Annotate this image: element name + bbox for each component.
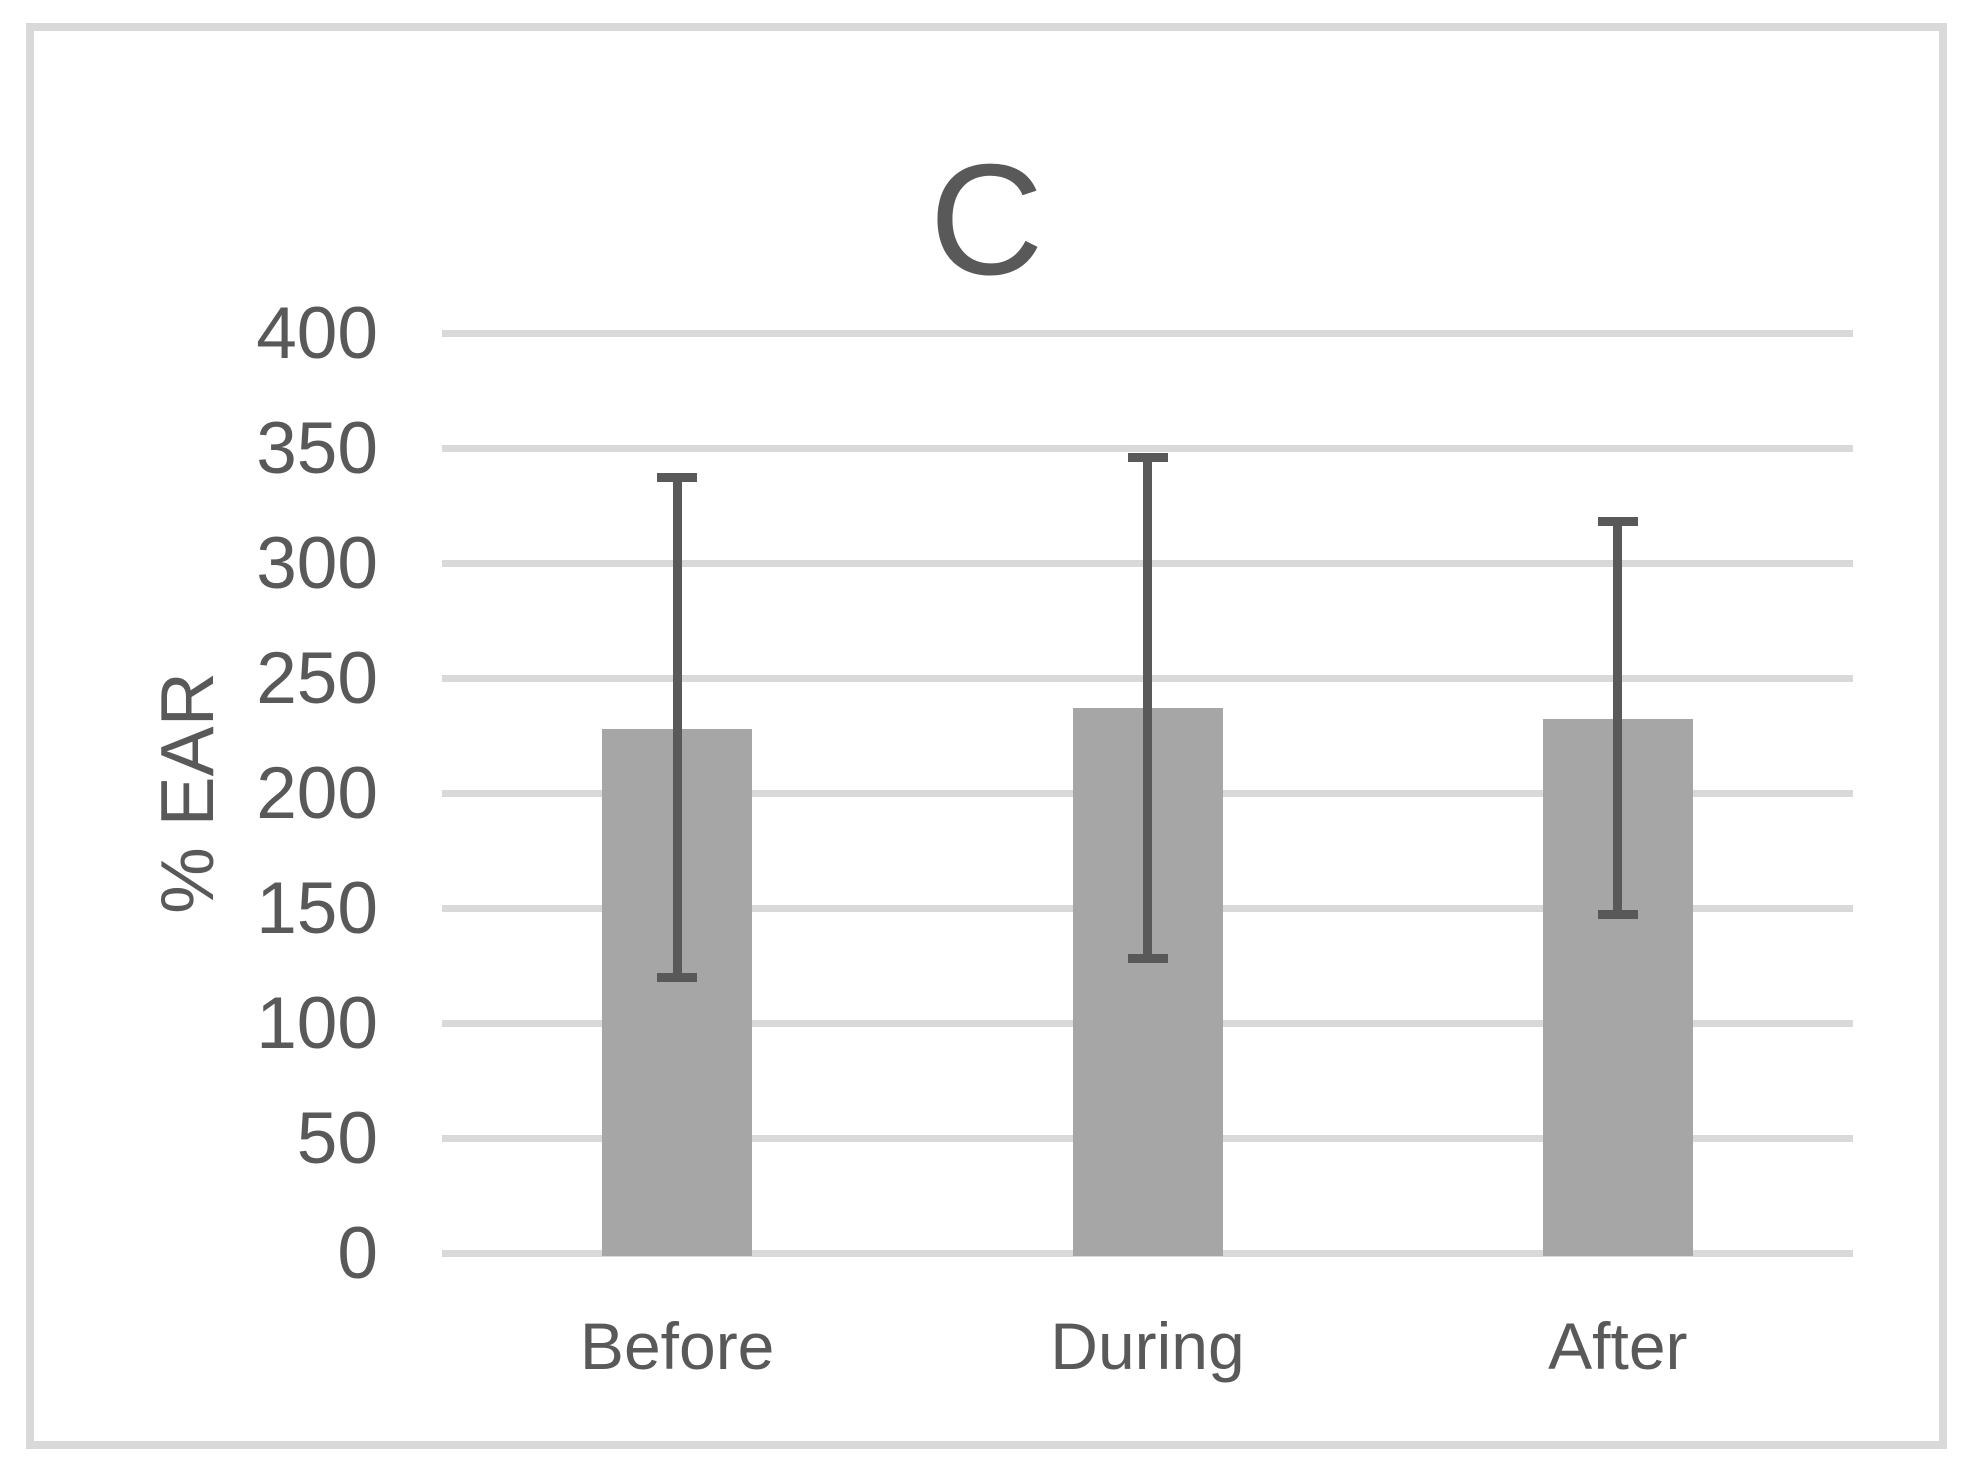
- y-tick-label: 100: [256, 983, 378, 1064]
- error-cap-bottom-during: [1127, 954, 1168, 964]
- figure-border: [26, 23, 1947, 1449]
- y-tick-label: 50: [296, 1098, 378, 1179]
- plot-area: [442, 329, 1853, 1270]
- y-tick-label: 150: [256, 868, 378, 949]
- chart-title: C: [929, 132, 1044, 308]
- y-tick-label: 0: [337, 1213, 378, 1294]
- x-category-label-after: After: [1548, 1309, 1688, 1383]
- error-cap-top-before: [657, 473, 698, 483]
- y-tick-label: 350: [256, 408, 378, 489]
- error-cap-bottom-before: [657, 972, 698, 982]
- x-category-label-before: Before: [579, 1309, 775, 1383]
- y-tick-label: 400: [256, 293, 378, 374]
- error-cap-top-during: [1127, 452, 1168, 462]
- error-cap-bottom-after: [1597, 910, 1638, 920]
- y-tick-label: 200: [256, 753, 378, 834]
- y-tick-label: 300: [256, 523, 378, 604]
- gridline-y400: [442, 329, 1853, 337]
- gridline-y350: [442, 444, 1853, 452]
- error-bar-before: [672, 477, 682, 977]
- error-bar-after: [1613, 521, 1623, 915]
- error-bar-during: [1143, 457, 1152, 959]
- error-cap-top-after: [1597, 517, 1638, 527]
- x-category-label-during: During: [1050, 1309, 1245, 1383]
- y-tick-label: 250: [256, 638, 378, 719]
